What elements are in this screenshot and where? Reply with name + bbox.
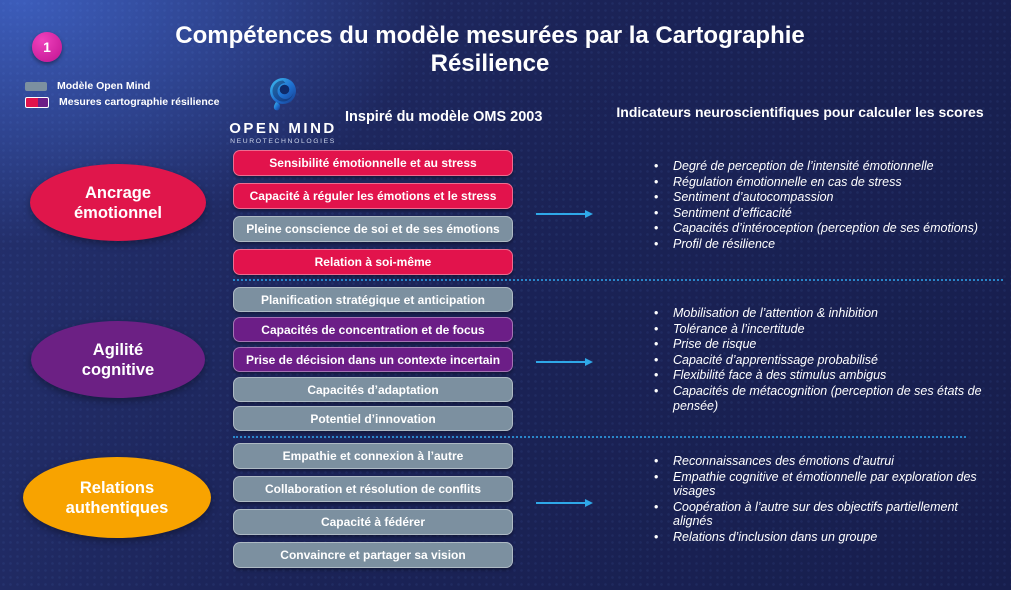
pill-concentration-focus: Capacités de concentration et de focus <box>233 317 513 342</box>
pill-capacite-federer: Capacité à fédérer <box>233 509 513 535</box>
indicator-item: Régulation émotionnelle en cas de stress <box>645 175 993 190</box>
logo-brand-text: OPEN MIND <box>229 120 337 137</box>
oval-agilite-cognitive: Agilité cognitive <box>31 321 205 398</box>
slide-title: Compétences du modèle mesurées par la Ca… <box>175 22 805 77</box>
legend-swatch-red-purple-icon <box>25 96 49 108</box>
indicator-item: Profil de résilience <box>645 237 993 252</box>
legend-swatch-gray-icon <box>25 81 47 91</box>
pill-pleine-conscience: Pleine conscience de soi et de ses émoti… <box>233 216 513 242</box>
legend-label: Modèle Open Mind <box>57 80 151 92</box>
indicator-item: Capacités d’intéroception (perception de… <box>645 221 993 236</box>
pill-sensibilite-emotionnelle: Sensibilité émotionnelle et au stress <box>233 150 513 176</box>
oval-label: Ancrage émotionnel <box>73 183 162 222</box>
open-mind-logo: OPEN MIND NEUROTECHNOLOGIES <box>228 76 338 145</box>
indicator-item: Prise de risque <box>645 337 993 352</box>
oval-label: Agilité cognitive <box>81 340 155 379</box>
indicators-list-ancrage: Degré de perception de l’intensité émoti… <box>645 159 993 253</box>
pill-potentiel-innovation: Potentiel d’innovation <box>233 406 513 431</box>
arrow-right-icon <box>536 499 593 507</box>
indicator-item: Sentiment d’autocompassion <box>645 190 993 205</box>
section-divider-dotted <box>233 279 1003 281</box>
indicator-item: Coopération à l’autre sur des objectifs … <box>645 500 993 529</box>
indicators-column-header: Indicateurs neuroscientifiques pour calc… <box>616 104 984 120</box>
legend: Modèle Open Mind Mesures cartographie ré… <box>25 80 220 112</box>
indicators-list-relations: Reconnaissances des émotions d’autrui Em… <box>645 454 993 546</box>
legend-item-open-mind: Modèle Open Mind <box>25 80 220 92</box>
indicator-item: Sentiment d’efficacité <box>645 206 993 221</box>
arrow-right-icon <box>536 210 593 218</box>
oval-ancrage-emotionnel: Ancrage émotionnel <box>30 164 206 241</box>
pill-capacites-adaptation: Capacités d’adaptation <box>233 377 513 402</box>
pill-relation-soi-meme: Relation à soi-même <box>233 249 513 275</box>
pill-capacite-reguler: Capacité à réguler les émotions et le st… <box>233 183 513 209</box>
pill-prise-decision: Prise de décision dans un contexte incer… <box>233 347 513 372</box>
indicator-item: Reconnaissances des émotions d’autrui <box>645 454 993 469</box>
pill-collaboration-conflits: Collaboration et résolution de conflits <box>233 476 513 502</box>
pill-planification-strategique: Planification stratégique et anticipatio… <box>233 287 513 312</box>
open-mind-swirl-icon <box>270 78 296 111</box>
legend-label: Mesures cartographie résilience <box>59 96 220 108</box>
logo-subtitle-text: NEUROTECHNOLOGIES <box>230 138 336 145</box>
indicator-item: Empathie cognitive et émotionnelle par e… <box>645 470 993 499</box>
arrow-right-icon <box>536 358 593 366</box>
indicator-item: Relations d’inclusion dans un groupe <box>645 530 993 545</box>
indicator-item: Tolérance à l’incertitude <box>645 322 993 337</box>
slide-number-badge: 1 <box>32 32 62 62</box>
indicators-list-agilite: Mobilisation de l’attention & inhibition… <box>645 306 993 414</box>
oval-label: Relations authentiques <box>65 478 169 517</box>
pill-empathie-connexion: Empathie et connexion à l’autre <box>233 443 513 469</box>
indicator-item: Capacités de métacognition (perception d… <box>645 384 993 413</box>
indicator-item: Mobilisation de l’attention & inhibition <box>645 306 993 321</box>
oval-relations-authentiques: Relations authentiques <box>23 457 211 538</box>
section-divider-dotted <box>233 436 966 438</box>
indicator-item: Degré de perception de l’intensité émoti… <box>645 159 993 174</box>
legend-item-cartographie: Mesures cartographie résilience <box>25 96 220 108</box>
model-source-caption: Inspiré du modèle OMS 2003 <box>345 109 543 125</box>
pill-convaincre-vision: Convaincre et partager sa vision <box>233 542 513 568</box>
indicator-item: Flexibilité face à des stimulus ambigus <box>645 368 993 383</box>
indicator-item: Capacité d’apprentissage probabilisé <box>645 353 993 368</box>
